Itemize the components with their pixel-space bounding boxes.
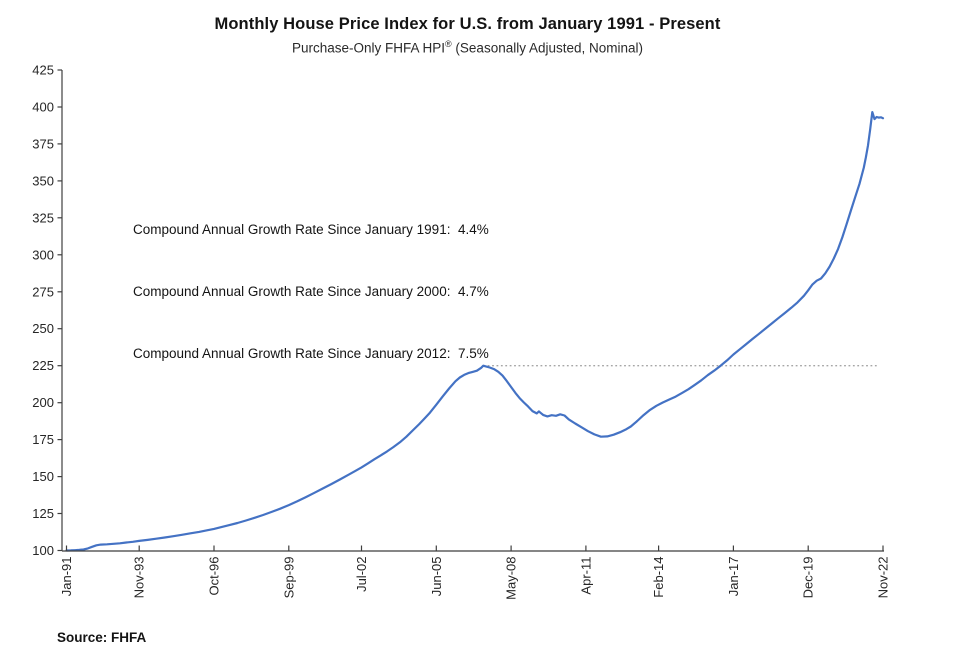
y-axis-tick-label: 175 bbox=[32, 432, 54, 447]
x-axis-tick-label: Feb-14 bbox=[651, 557, 666, 598]
y-axis-tick-label: 100 bbox=[32, 543, 54, 558]
x-axis-tick-label: Apr-11 bbox=[578, 557, 593, 595]
x-axis-tick-label: Sep-99 bbox=[281, 557, 296, 599]
y-axis-tick-label: 400 bbox=[32, 100, 54, 115]
hpi-series-line bbox=[65, 111, 885, 552]
y-axis-tick-label: 200 bbox=[32, 395, 54, 410]
x-axis-tick-label: Jan-91 bbox=[59, 557, 74, 597]
x-axis-tick-label: Nov-93 bbox=[132, 557, 147, 599]
cagr-annotation-since-2012: Compound Annual Growth Rate Since Januar… bbox=[133, 346, 489, 362]
y-axis-tick-label: 250 bbox=[32, 321, 54, 336]
y-axis-tick-label: 325 bbox=[32, 210, 54, 225]
y-axis-tick-label: 375 bbox=[32, 136, 54, 151]
chart-title: Monthly House Price Index for U.S. from … bbox=[214, 15, 721, 33]
registered-trademark-symbol: ® bbox=[445, 39, 452, 49]
y-axis-tick-label: 300 bbox=[32, 247, 54, 262]
y-axis-tick-label: 125 bbox=[32, 506, 54, 521]
cagr-annotation-since-1991: Compound Annual Growth Rate Since Januar… bbox=[133, 221, 489, 237]
y-axis-tick-label: 225 bbox=[32, 358, 54, 373]
cagr-annotation-since-2000: Compound Annual Growth Rate Since Januar… bbox=[133, 283, 489, 299]
x-axis-tick-label: Oct-96 bbox=[207, 557, 222, 596]
y-axis-tick-label: 275 bbox=[32, 284, 54, 299]
subtitle-text-suffix: (Seasonally Adjusted, Nominal) bbox=[451, 40, 644, 56]
x-axis-tick-label: Jun-05 bbox=[429, 557, 444, 597]
y-axis-tick-label: 150 bbox=[32, 469, 54, 484]
x-axis-tick-label: Nov-22 bbox=[876, 557, 891, 599]
subtitle-text: Purchase-Only FHFA HPI bbox=[291, 40, 446, 56]
y-axis-tick-label: 350 bbox=[32, 173, 54, 188]
x-axis-tick-label: Jul-02 bbox=[354, 557, 369, 592]
y-axis-tick-label: 425 bbox=[32, 63, 54, 78]
x-axis-tick-label: May-08 bbox=[504, 557, 519, 600]
chart-subtitle: Purchase-Only FHFA HPI® (Seasonally Adju… bbox=[0, 39, 935, 56]
x-axis-tick-label: Jan-17 bbox=[726, 557, 741, 597]
cagr-annotations-block: Compound Annual Growth Rate Since Januar… bbox=[133, 178, 489, 407]
x-axis-tick-label: Dec-19 bbox=[801, 557, 816, 599]
source-label: Source: FHFA bbox=[57, 630, 147, 645]
